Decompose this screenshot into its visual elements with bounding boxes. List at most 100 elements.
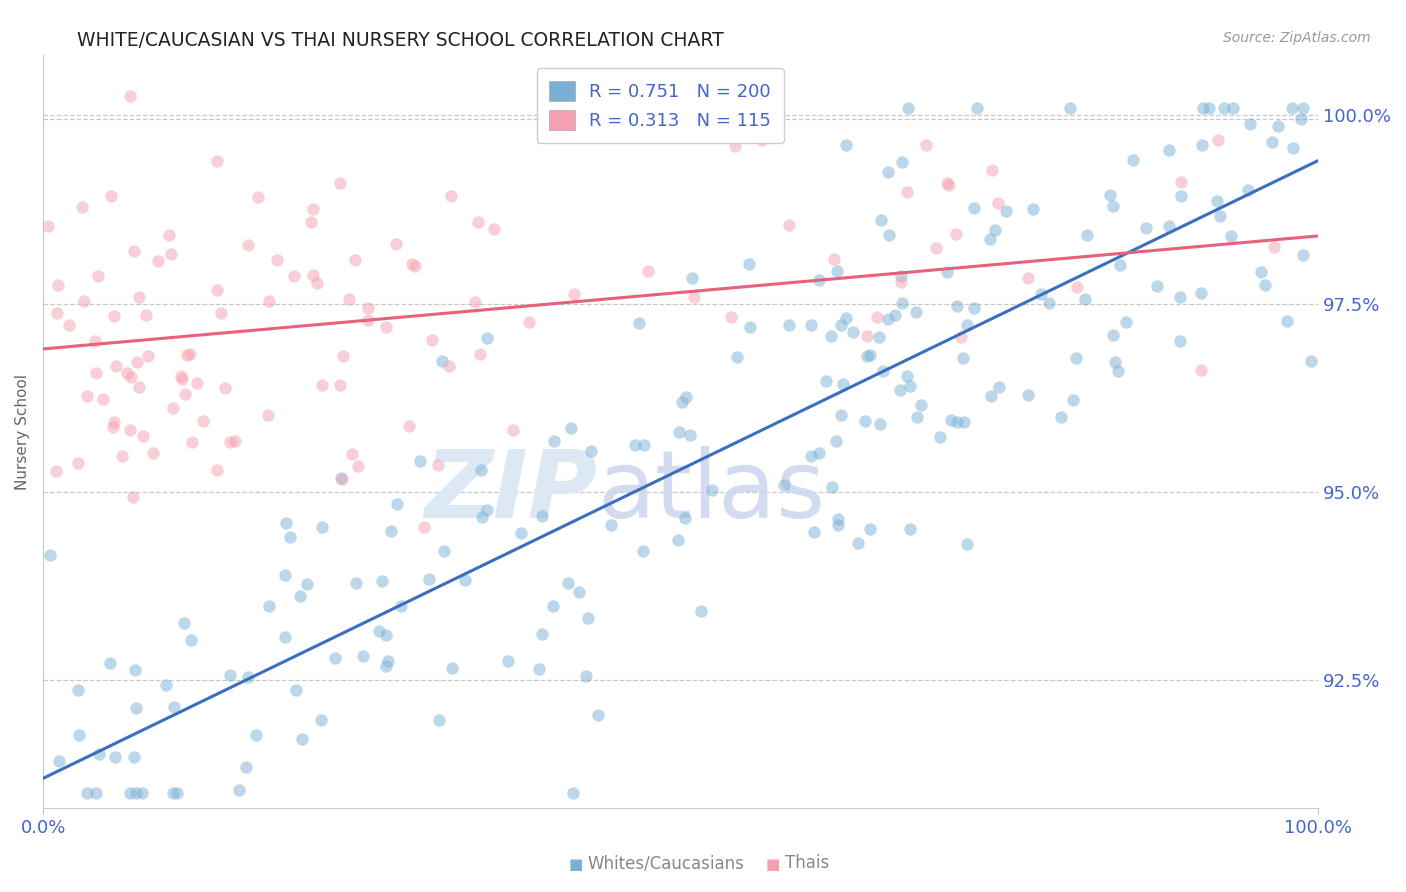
Point xyxy=(1267,119,1289,133)
Point xyxy=(437,359,460,373)
Point xyxy=(890,155,912,169)
Point xyxy=(404,259,426,273)
Point xyxy=(245,728,267,742)
Point xyxy=(1277,314,1299,328)
Point xyxy=(1066,279,1088,293)
Point xyxy=(963,301,986,315)
Point xyxy=(420,333,443,347)
Point xyxy=(193,415,215,429)
Point xyxy=(1237,183,1260,197)
Point xyxy=(859,521,882,535)
Point xyxy=(380,524,402,539)
Point xyxy=(1189,363,1212,377)
Point xyxy=(219,668,242,682)
Point xyxy=(176,348,198,362)
Point xyxy=(891,296,914,310)
Point xyxy=(266,252,288,267)
Point xyxy=(827,517,849,532)
Point xyxy=(170,369,193,384)
Point xyxy=(1219,229,1241,244)
Point xyxy=(236,238,259,252)
Point xyxy=(124,244,146,258)
Point xyxy=(896,186,918,200)
Point xyxy=(987,196,1010,211)
Point xyxy=(1157,219,1180,234)
Point xyxy=(831,376,853,391)
Point xyxy=(876,165,898,179)
Point xyxy=(1253,278,1275,293)
Point xyxy=(426,458,449,472)
Point xyxy=(1109,258,1132,272)
Point xyxy=(856,329,879,343)
Point xyxy=(1021,202,1043,216)
Point xyxy=(1159,143,1181,157)
Point xyxy=(470,462,492,476)
Point xyxy=(470,347,492,361)
Point xyxy=(846,536,869,550)
Point xyxy=(956,537,979,551)
Point xyxy=(330,471,353,485)
Point xyxy=(1191,137,1213,152)
Point xyxy=(290,589,312,603)
Point xyxy=(297,577,319,591)
Point xyxy=(332,350,354,364)
Point xyxy=(496,654,519,668)
Point xyxy=(1291,101,1313,115)
Point xyxy=(1209,209,1232,223)
Point xyxy=(1074,292,1097,306)
Point xyxy=(778,218,800,232)
Point xyxy=(824,434,846,448)
Point xyxy=(128,290,150,304)
Point xyxy=(1239,117,1261,131)
Point xyxy=(1059,101,1081,115)
Point xyxy=(541,599,564,613)
Point xyxy=(935,265,957,279)
Point xyxy=(284,682,307,697)
Point xyxy=(543,434,565,449)
Point xyxy=(800,449,823,463)
Point xyxy=(72,200,94,214)
Point xyxy=(311,520,333,534)
Point xyxy=(299,215,322,229)
Point xyxy=(830,318,852,332)
Point xyxy=(905,304,928,318)
Point xyxy=(859,348,882,362)
Point xyxy=(142,445,165,459)
Point xyxy=(835,310,858,325)
Point xyxy=(115,366,138,380)
Point xyxy=(430,354,453,368)
Point xyxy=(118,423,141,437)
Point xyxy=(980,163,1002,178)
Point xyxy=(125,355,148,369)
Point xyxy=(100,188,122,202)
Point xyxy=(76,786,98,800)
Point xyxy=(135,308,157,322)
Point xyxy=(128,380,150,394)
Text: Thais: Thais xyxy=(785,855,828,872)
Point xyxy=(1017,388,1039,402)
Point xyxy=(842,325,865,339)
Point xyxy=(323,651,346,665)
Point xyxy=(530,508,553,523)
Point xyxy=(835,138,858,153)
Point xyxy=(132,429,155,443)
Point xyxy=(174,386,197,401)
Text: WHITE/CAUCASIAN VS THAI NURSERY SCHOOL CORRELATION CHART: WHITE/CAUCASIAN VS THAI NURSERY SCHOOL C… xyxy=(77,31,724,50)
Point xyxy=(866,310,889,325)
Point xyxy=(1017,271,1039,285)
Point xyxy=(1168,290,1191,304)
Point xyxy=(1038,296,1060,310)
Text: Whites/Caucasians: Whites/Caucasians xyxy=(588,855,745,872)
Point xyxy=(209,306,232,320)
Point xyxy=(173,616,195,631)
Point xyxy=(84,367,107,381)
Point xyxy=(157,228,180,243)
Point xyxy=(391,599,413,613)
Point xyxy=(309,713,332,727)
Point xyxy=(803,524,825,539)
Point xyxy=(37,219,59,233)
Point xyxy=(1104,355,1126,369)
Point xyxy=(181,435,204,450)
Point xyxy=(205,153,228,168)
Point xyxy=(131,786,153,800)
